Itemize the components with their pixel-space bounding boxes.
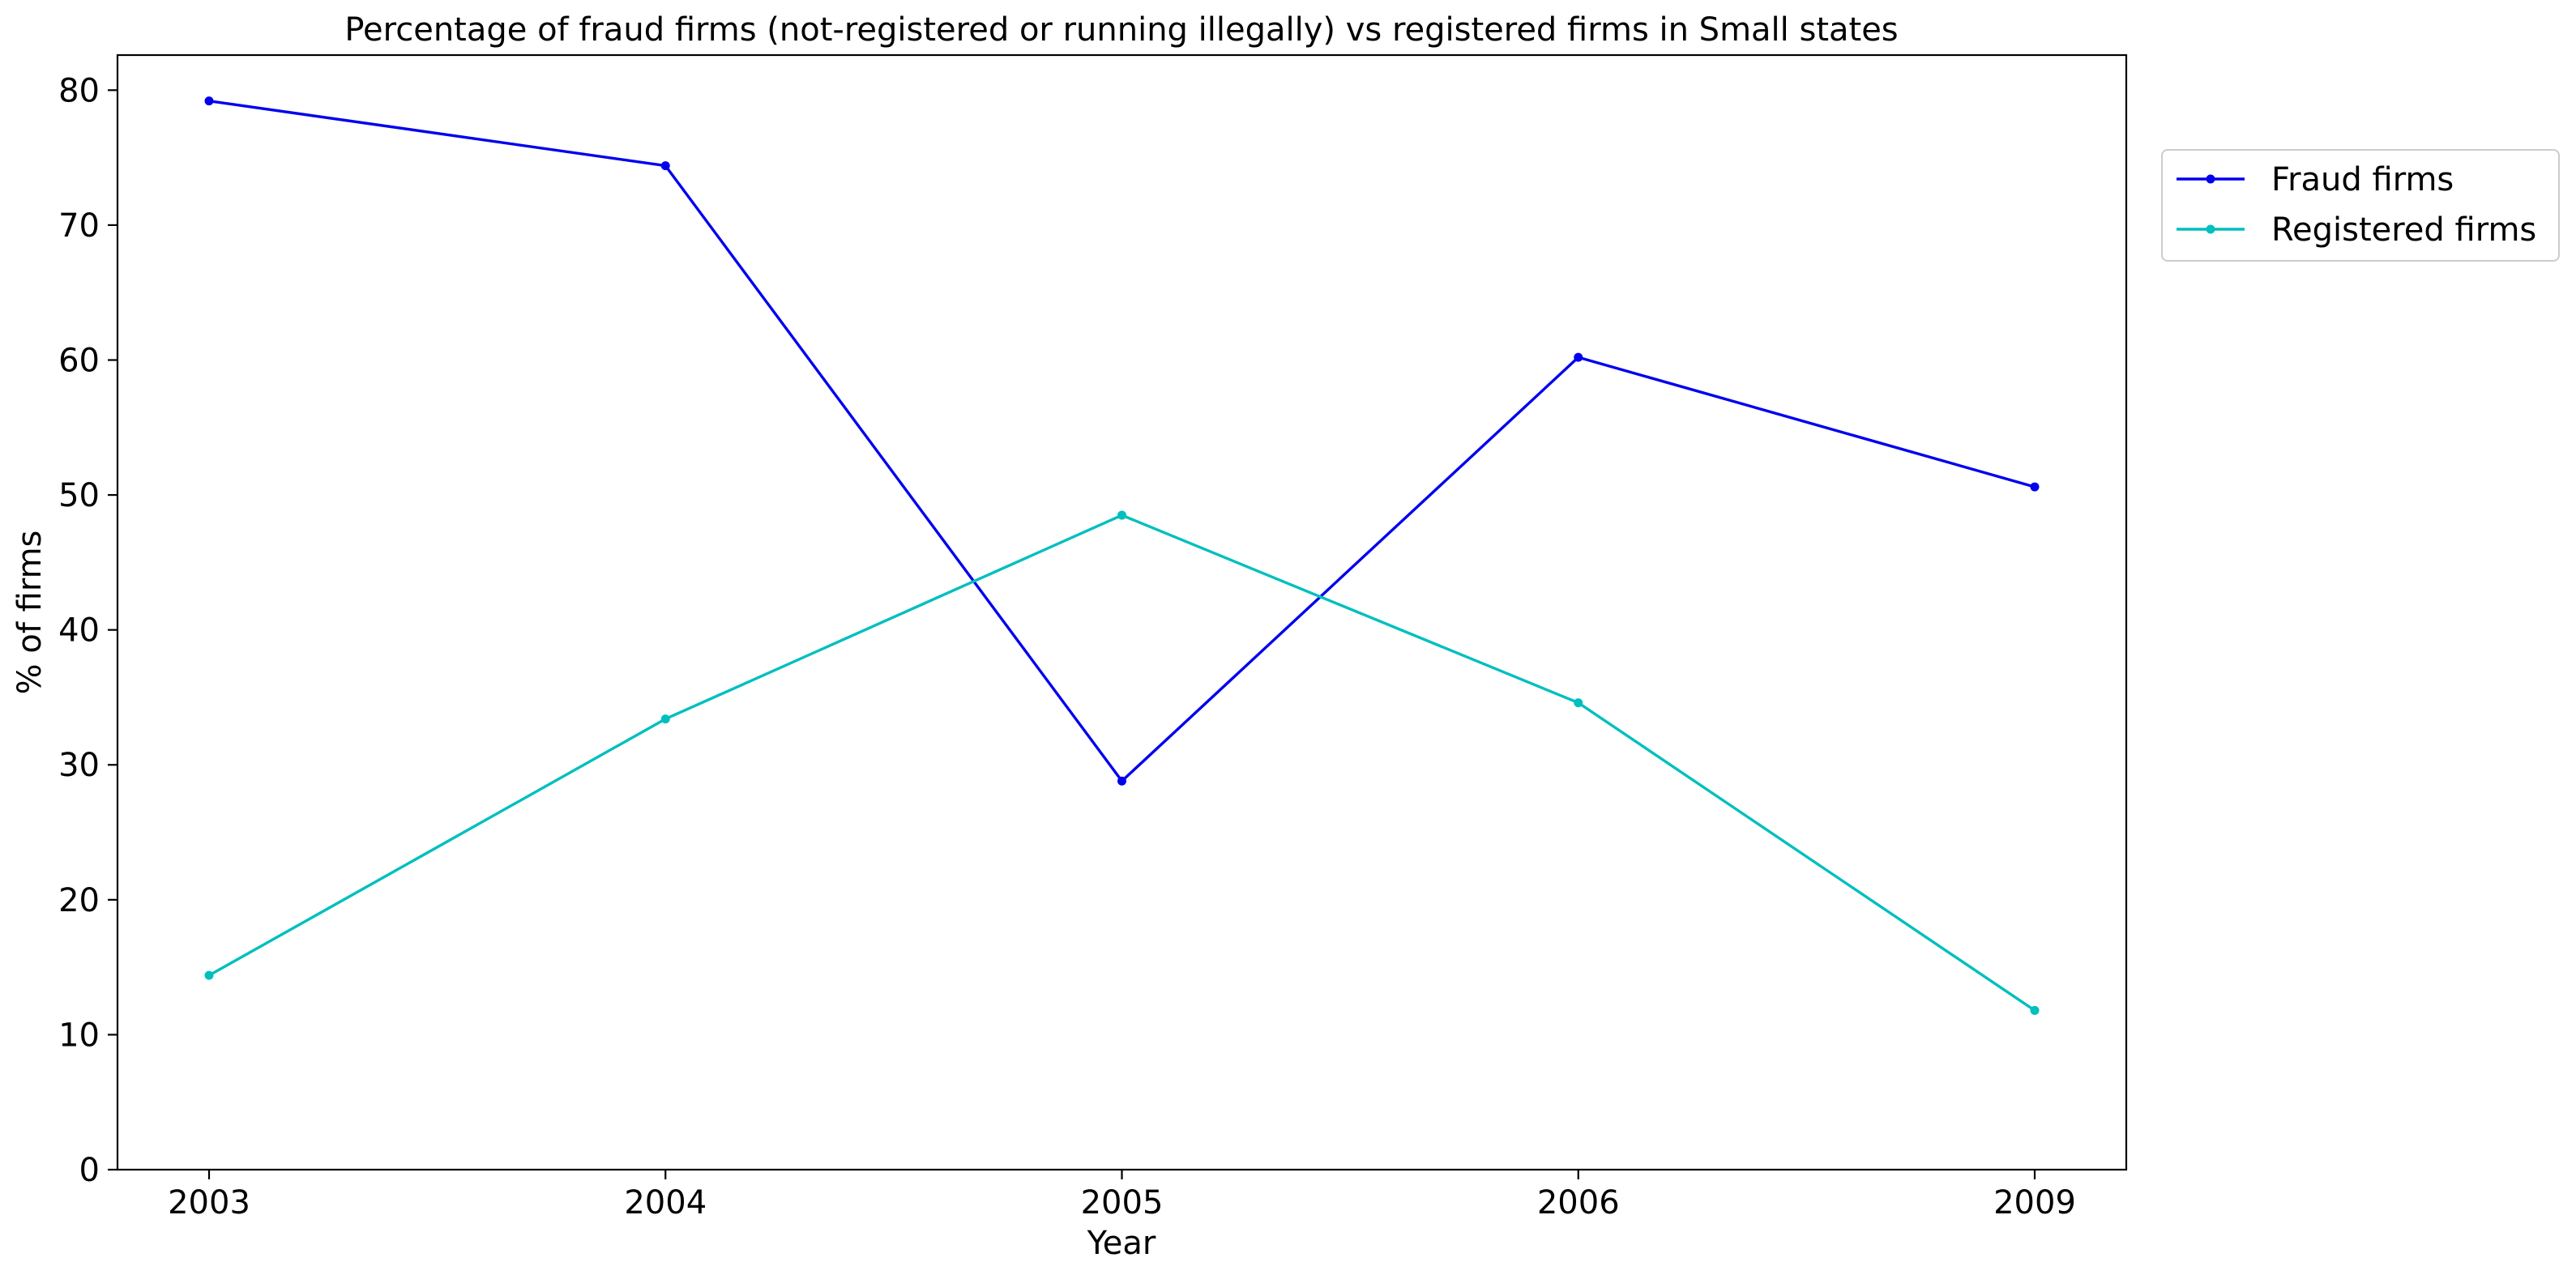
plot-area xyxy=(116,53,2128,1171)
x-axis-label: Year xyxy=(1087,1225,1156,1262)
legend-marker-fraud-firms xyxy=(2206,174,2215,184)
data-point-registered-firms xyxy=(1574,698,1583,708)
chart-title: Percentage of fraud firms (not-registere… xyxy=(344,11,1898,49)
data-point-registered-firms xyxy=(2030,1005,2040,1015)
y-tick-label: 60 xyxy=(58,342,100,379)
data-point-fraud-firms xyxy=(204,96,214,106)
data-point-registered-firms xyxy=(204,970,214,980)
x-tick-label: 2009 xyxy=(1993,1184,2076,1221)
series-line-registered-firms xyxy=(208,514,2036,1012)
legend-label-registered-firms: Registered firms xyxy=(2271,211,2536,249)
data-point-fraud-firms xyxy=(2030,482,2040,492)
legend: Fraud firms Registered firms xyxy=(2161,149,2560,262)
y-tick-label: 80 xyxy=(58,72,100,109)
data-point-registered-firms xyxy=(1117,510,1126,520)
x-tick-label: 2003 xyxy=(168,1184,250,1221)
y-tick-label: 50 xyxy=(58,477,100,514)
legend-label-fraud-firms: Fraud firms xyxy=(2271,161,2454,198)
y-tick-label: 70 xyxy=(58,207,100,245)
y-axis-label: % of firms xyxy=(11,531,49,695)
data-point-fraud-firms xyxy=(660,161,670,171)
data-point-registered-firms xyxy=(660,714,670,724)
x-axis: 2003 2004 2005 2006 2009 xyxy=(168,1170,2076,1221)
data-point-fraud-firms xyxy=(1574,352,1583,362)
data-point-fraud-firms xyxy=(1117,776,1126,786)
x-tick-label: 2004 xyxy=(624,1184,707,1221)
y-axis: 0 10 20 30 40 50 60 70 80 xyxy=(58,72,117,1189)
y-tick-label: 40 xyxy=(58,612,100,650)
y-tick-label: 20 xyxy=(58,882,100,919)
series-line-fraud-firms xyxy=(208,99,2036,782)
y-tick-label: 0 xyxy=(79,1152,100,1189)
series-registered-firms xyxy=(204,510,2040,1015)
series-layer xyxy=(204,96,2040,1015)
y-tick-label: 10 xyxy=(58,1017,100,1054)
y-tick-label: 30 xyxy=(58,747,100,784)
legend-box xyxy=(2161,149,2560,262)
series-fraud-firms xyxy=(204,96,2040,786)
x-tick-label: 2006 xyxy=(1537,1184,1620,1221)
legend-marker-registered-firms xyxy=(2206,224,2215,234)
x-tick-label: 2005 xyxy=(1081,1184,1164,1221)
